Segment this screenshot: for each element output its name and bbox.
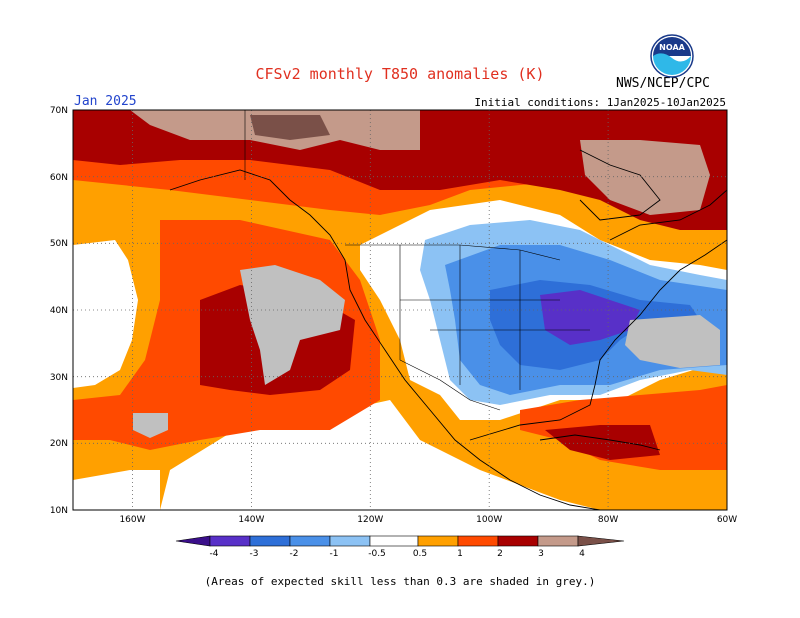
colorbar-segment-below-m4: [175, 535, 211, 547]
colorbar-label: 0.5: [413, 549, 427, 559]
lat-label: 50N: [50, 239, 68, 249]
low-skill-region-atlantic: [625, 315, 720, 368]
lat-label: 20N: [50, 439, 68, 449]
colorbar-label: -4: [210, 549, 219, 559]
political-boundaries: [244, 110, 590, 411]
colorbar-segment: [249, 535, 291, 547]
latitude-labels: 70N 60N 50N 40N 30N 20N 10N: [50, 106, 68, 516]
colorbar-label: -3: [250, 549, 259, 559]
colorbar-segment: [537, 535, 579, 547]
forecast-month: Jan 2025: [74, 94, 137, 109]
anomaly-field: [73, 110, 727, 510]
initial-conditions: Initial conditions: 1Jan2025-10Jan2025: [474, 96, 726, 109]
colorbar-label: -2: [290, 549, 299, 559]
colorbar-label: 4: [579, 549, 585, 559]
colorbar-segment: [457, 535, 499, 547]
colorbar-segment: [289, 535, 331, 547]
colorbar-segment: [329, 535, 371, 547]
colorbar-label: -1: [330, 549, 339, 559]
neutral-region-southwest: [73, 470, 160, 510]
colorbar-segment: [369, 535, 419, 547]
colorbar-label: 2: [497, 549, 503, 559]
colorbar-segment: [497, 535, 539, 547]
lat-label: 10N: [50, 506, 68, 516]
skill-footnote: (Areas of expected skill less than 0.3 a…: [204, 575, 596, 588]
very-warm-anomaly-hudson: [580, 140, 710, 215]
lat-label: 40N: [50, 306, 68, 316]
cold-anomaly-very-strong: [540, 290, 640, 345]
strong-warm-anomaly-caribbean: [545, 425, 660, 460]
colorbar-labels: -4 -3 -2 -1 -0.5 0.5 1 2 3 4: [210, 549, 586, 559]
colorbar: [175, 535, 625, 547]
lon-label: 80W: [598, 515, 618, 525]
colorbar-segment: [209, 535, 251, 547]
noaa-logo-icon: NOAA: [650, 34, 694, 78]
svg-text:NOAA: NOAA: [659, 43, 685, 52]
lat-label: 70N: [50, 106, 68, 116]
map-title: CFSv2 monthly T850 anomalies (K): [255, 65, 545, 83]
map-frame: [72, 109, 728, 511]
lon-label: 120W: [357, 515, 383, 525]
colorbar-segment-above-p4: [577, 535, 625, 547]
lon-label: 100W: [476, 515, 502, 525]
agency-label: NWS/NCEP/CPC: [616, 76, 710, 91]
low-skill-region-hawaii: [133, 413, 168, 438]
lon-label: 160W: [119, 515, 145, 525]
colorbar-label: 1: [457, 549, 463, 559]
longitude-labels: 160W 140W 120W 100W 80W 60W: [119, 515, 737, 525]
extreme-warm-anomaly-arctic: [250, 115, 330, 140]
neutral-region-west-pacific: [73, 240, 138, 388]
lon-label: 60W: [717, 515, 737, 525]
graticule: [73, 110, 727, 510]
coastlines: [169, 149, 727, 510]
lon-label: 140W: [238, 515, 264, 525]
colorbar-segment: [417, 535, 459, 547]
colorbar-label: 3: [538, 549, 544, 559]
lat-label: 60N: [50, 173, 68, 183]
lat-label: 30N: [50, 373, 68, 383]
low-skill-region-pacific: [240, 265, 345, 385]
colorbar-label: -0.5: [368, 549, 386, 559]
